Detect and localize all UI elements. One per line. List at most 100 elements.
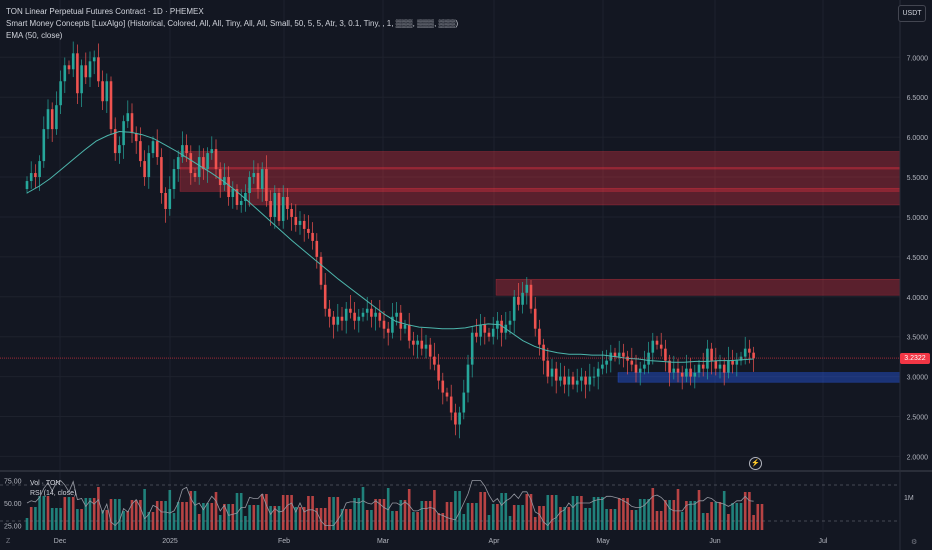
- candle-body[interactable]: [113, 129, 117, 154]
- candle-body[interactable]: [374, 312, 377, 317]
- candle-body[interactable]: [391, 316, 394, 333]
- candle-body[interactable]: [643, 364, 646, 369]
- candle-body[interactable]: [668, 360, 671, 373]
- candle-body[interactable]: [193, 173, 197, 178]
- chart-title[interactable]: TON Linear Perpetual Futures Contract · …: [6, 7, 204, 16]
- candle-body[interactable]: [470, 332, 474, 365]
- candle-body[interactable]: [139, 141, 142, 162]
- volume-label[interactable]: Vol · TON: [30, 480, 61, 487]
- candle-body[interactable]: [580, 376, 583, 381]
- candle-body[interactable]: [546, 360, 550, 377]
- candle-body[interactable]: [538, 328, 541, 345]
- candle-body[interactable]: [126, 113, 130, 122]
- candle-body[interactable]: [441, 380, 445, 393]
- candle-body[interactable]: [239, 200, 243, 205]
- candle-body[interactable]: [475, 332, 478, 337]
- candle-body[interactable]: [676, 368, 680, 373]
- candle-body[interactable]: [214, 149, 218, 170]
- candle-body[interactable]: [42, 129, 46, 162]
- candle-body[interactable]: [382, 320, 386, 329]
- candle-body[interactable]: [588, 376, 592, 385]
- candle-body[interactable]: [714, 360, 718, 369]
- candle-body[interactable]: [273, 193, 277, 217]
- candle-body[interactable]: [55, 105, 58, 130]
- candle-body[interactable]: [265, 169, 268, 201]
- candle-body[interactable]: [617, 352, 621, 357]
- candle-body[interactable]: [584, 376, 587, 385]
- candle-body[interactable]: [399, 312, 403, 329]
- candle-body[interactable]: [143, 161, 146, 178]
- candle-body[interactable]: [323, 284, 327, 309]
- candle-body[interactable]: [575, 380, 579, 385]
- candle-body[interactable]: [500, 320, 503, 333]
- candle-body[interactable]: [319, 256, 323, 285]
- rsi-label[interactable]: RSI (14, close): [30, 490, 77, 497]
- candle-body[interactable]: [449, 396, 453, 413]
- candle-body[interactable]: [109, 81, 113, 130]
- candle-body[interactable]: [361, 312, 365, 317]
- candle-body[interactable]: [202, 157, 205, 170]
- candle-body[interactable]: [25, 181, 29, 190]
- candle-body[interactable]: [655, 340, 659, 345]
- candle-body[interactable]: [647, 352, 650, 365]
- candle-body[interactable]: [601, 364, 604, 369]
- indicator-smc-label[interactable]: Smart Money Concepts [LuxAlgo] (Historic…: [6, 19, 459, 28]
- candle-body[interactable]: [403, 324, 407, 329]
- candle-body[interactable]: [248, 177, 251, 194]
- time-axis[interactable]: Dec 2025 Feb Mar Apr May Jun Jul: [54, 538, 828, 545]
- price-axis[interactable]: 7.0000 6.5000 6.0000 5.5000 5.0000 4.5000 4.00…: [907, 55, 929, 461]
- candle-body[interactable]: [630, 360, 634, 365]
- candle-body[interactable]: [307, 228, 310, 233]
- candle-body[interactable]: [697, 364, 701, 373]
- candle-body[interactable]: [395, 312, 398, 317]
- candle-body[interactable]: [80, 65, 83, 94]
- candle-body[interactable]: [29, 173, 33, 182]
- candle-body[interactable]: [315, 240, 319, 257]
- candle-body[interactable]: [181, 145, 184, 158]
- candle-body[interactable]: [38, 161, 41, 178]
- candle-body[interactable]: [340, 316, 344, 321]
- candle-body[interactable]: [365, 308, 369, 313]
- candle-body[interactable]: [706, 348, 709, 369]
- candle-body[interactable]: [176, 157, 180, 170]
- candle-body[interactable]: [416, 340, 419, 345]
- candle-body[interactable]: [571, 376, 575, 385]
- candle-body[interactable]: [118, 145, 121, 154]
- supply-zone[interactable]: [495, 278, 901, 296]
- currency-button[interactable]: USDT: [898, 5, 926, 22]
- candle-body[interactable]: [71, 53, 75, 70]
- candle-body[interactable]: [693, 372, 697, 377]
- candle-body[interactable]: [517, 296, 520, 305]
- candle-body[interactable]: [735, 360, 739, 365]
- candle-body[interactable]: [286, 197, 289, 209]
- candle-body[interactable]: [378, 312, 382, 321]
- candle-body[interactable]: [130, 113, 134, 134]
- candle-body[interactable]: [164, 193, 167, 209]
- candle-body[interactable]: [529, 284, 533, 309]
- candle-body[interactable]: [172, 169, 176, 190]
- candle-body[interactable]: [718, 364, 722, 369]
- candle-body[interactable]: [344, 308, 348, 321]
- candle-body[interactable]: [508, 320, 512, 325]
- candle-body[interactable]: [638, 368, 642, 373]
- timezone-icon[interactable]: Z: [6, 538, 11, 545]
- candle-body[interactable]: [659, 344, 663, 349]
- lightning-icon[interactable]: ⚡: [749, 457, 762, 470]
- candle-body[interactable]: [651, 340, 655, 353]
- candle-body[interactable]: [147, 153, 151, 178]
- candle-body[interactable]: [244, 193, 247, 201]
- candle-body[interactable]: [525, 284, 529, 293]
- candle-body[interactable]: [722, 364, 726, 373]
- candle-body[interactable]: [680, 372, 684, 377]
- candle-body[interactable]: [235, 189, 239, 205]
- candle-body[interactable]: [370, 308, 373, 317]
- candle-body[interactable]: [748, 348, 751, 353]
- candle-body[interactable]: [294, 216, 298, 225]
- candle-body[interactable]: [302, 220, 306, 229]
- candle-body[interactable]: [483, 324, 487, 333]
- candle-body[interactable]: [609, 352, 613, 361]
- candle-body[interactable]: [752, 352, 755, 359]
- candle-body[interactable]: [92, 57, 96, 62]
- candle-body[interactable]: [466, 364, 470, 393]
- demand-zone[interactable]: [617, 372, 901, 383]
